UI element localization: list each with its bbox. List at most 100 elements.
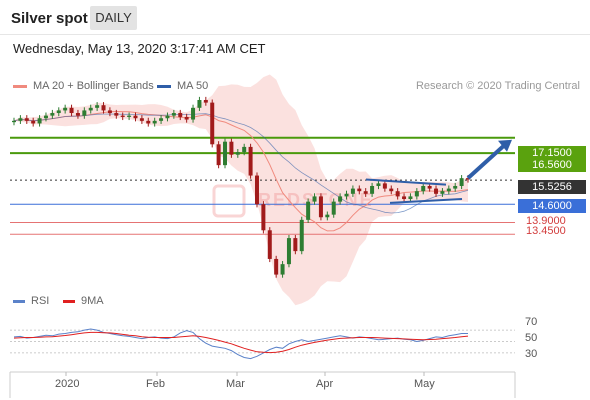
candle-body	[56, 110, 61, 114]
candle-body	[107, 110, 112, 114]
legend-ma20-swatch	[13, 84, 27, 88]
candle-body	[434, 188, 439, 194]
rsi-tick-70: 70	[525, 316, 538, 328]
rsi-9ma-line	[13, 331, 469, 354]
candle-body	[82, 110, 87, 116]
candle-body	[165, 115, 170, 119]
legend-9ma-label: 9MA	[81, 295, 104, 307]
candle-body	[446, 188, 451, 192]
legend-ma20-label: MA 20 + Bollinger Bands	[33, 80, 154, 92]
candle-body	[191, 107, 196, 120]
candle-body	[382, 183, 387, 189]
legend-ma50: MA 50	[157, 80, 208, 92]
price-label-r2: 17.1500	[518, 146, 586, 160]
candle-body	[24, 118, 29, 121]
ma50-line	[13, 113, 469, 214]
legend-ma50-swatch	[157, 84, 171, 88]
legend-rsi-swatch	[13, 299, 25, 303]
candle-body	[63, 107, 68, 111]
timeframe-badge[interactable]: DAILY	[90, 6, 137, 30]
candle-body	[184, 116, 189, 120]
candle-body	[376, 183, 381, 186]
x-label-apr: Apr	[316, 378, 334, 390]
candle-body	[389, 188, 394, 192]
candle-body	[421, 185, 426, 192]
candle-body	[235, 152, 240, 155]
candle-body	[370, 185, 375, 194]
candle-body	[101, 105, 106, 111]
price-label-pivot: 14.6000	[518, 199, 586, 213]
candle-body	[293, 238, 298, 252]
candle-body	[197, 100, 202, 108]
x-label-mar: Mar	[226, 378, 245, 390]
candle-body	[50, 113, 55, 116]
candle-body	[261, 204, 266, 231]
price-label-last: 15.5256	[518, 180, 586, 194]
candle-body	[43, 115, 48, 119]
candle-body	[414, 191, 419, 197]
candle-body	[178, 113, 183, 117]
x-label-2020: 2020	[55, 378, 80, 390]
candle-body	[286, 238, 291, 265]
candle-body	[318, 196, 323, 218]
candle-body	[466, 178, 470, 180]
candle-body	[152, 120, 157, 124]
candle-body	[127, 115, 132, 117]
legend-rsi-label: RSI	[31, 295, 50, 307]
candle-body	[69, 107, 74, 114]
x-label-feb: Feb	[146, 378, 165, 390]
candle-body	[459, 178, 464, 186]
copyright-note: Research © 2020 Trading Central	[415, 80, 580, 92]
watermark-logo-icon	[212, 184, 246, 218]
legend-ma50-label: MA 50	[177, 80, 209, 92]
bollinger-band	[14, 74, 468, 306]
candle-body	[254, 175, 259, 205]
candle-body	[338, 196, 343, 202]
candle-body	[242, 146, 247, 153]
legend-9ma-swatch	[63, 299, 75, 303]
candle-body	[344, 193, 349, 197]
candle-body	[363, 191, 368, 194]
candle-body	[331, 201, 336, 215]
rsi-tick-30: 30	[525, 348, 538, 360]
header: Silver spot DAILY	[0, 0, 590, 34]
candle-body	[312, 196, 317, 202]
candle-body	[146, 120, 151, 124]
candle-body	[229, 141, 234, 155]
legend-ma20-bollinger: MA 20 + Bollinger Bands	[13, 80, 154, 92]
candle-body	[210, 102, 215, 145]
candle-body	[408, 196, 413, 200]
legend-rsi: RSI	[13, 295, 49, 307]
candle-body	[37, 118, 42, 124]
candle-body	[114, 113, 119, 116]
forecast-arrow-shaft	[466, 142, 508, 180]
instrument-title: Silver spot	[11, 10, 88, 27]
candle-body	[248, 146, 253, 176]
candle-body	[280, 264, 285, 275]
price-label-s2: 13.4500	[526, 225, 566, 237]
pattern-upper-line	[365, 178, 447, 186]
forecast-arrow-head-icon	[498, 139, 512, 152]
candle-body	[453, 185, 458, 189]
candle-body	[203, 100, 208, 103]
datetime-stamp: Wednesday, May 13, 2020 3:17:41 AM CET	[13, 41, 266, 56]
candle-body	[75, 113, 80, 116]
header-divider	[0, 34, 590, 35]
candle-body	[18, 118, 23, 121]
candle-body	[159, 118, 164, 121]
candle-body	[325, 214, 330, 218]
candle-body	[223, 141, 228, 166]
candle-body	[402, 196, 407, 200]
candle-body	[267, 230, 272, 259]
ma20-line	[13, 110, 469, 232]
candle-body	[139, 118, 144, 121]
candle-body	[216, 144, 221, 166]
candle-body	[31, 120, 36, 124]
candle-body	[120, 115, 125, 117]
candle-body	[95, 105, 100, 108]
candle-body	[171, 113, 176, 116]
candle-body	[274, 258, 279, 275]
candle-body	[299, 219, 304, 252]
candle-body	[440, 191, 445, 194]
candle-body	[427, 185, 432, 189]
